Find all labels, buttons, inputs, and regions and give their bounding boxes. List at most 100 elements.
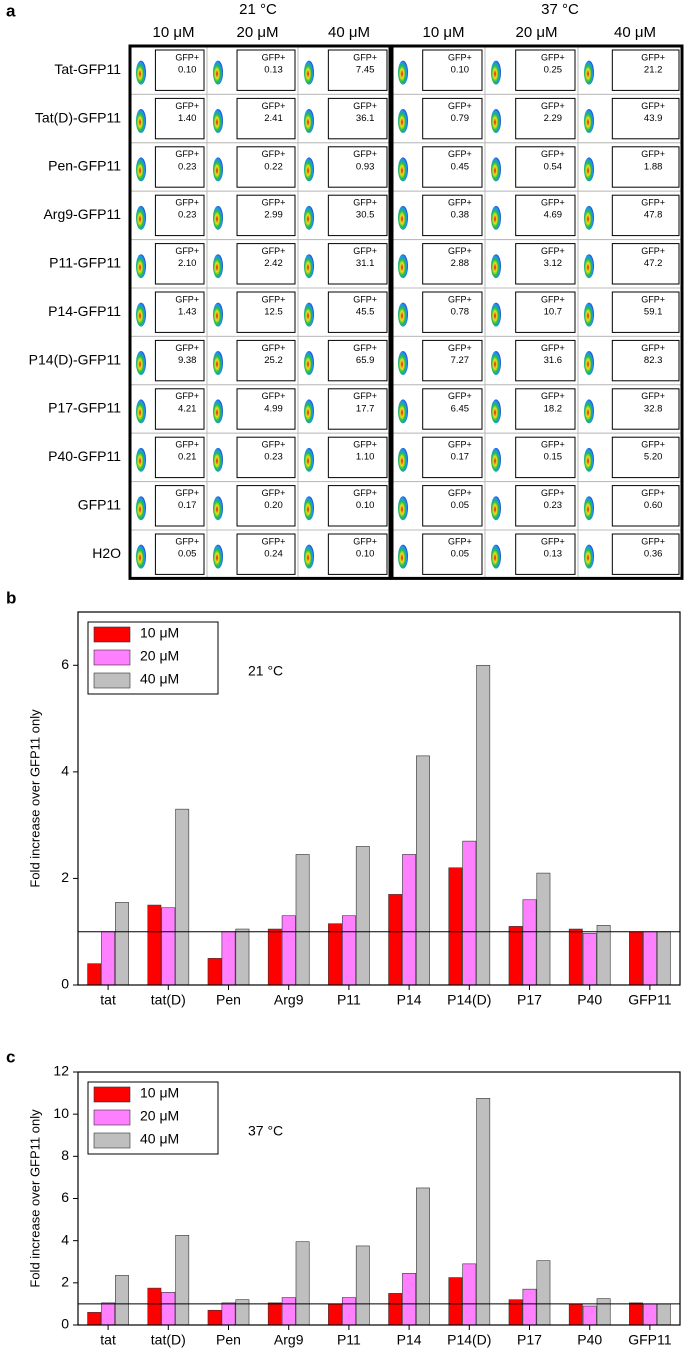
bar <box>416 1187 430 1326</box>
gate <box>327 291 388 333</box>
gate <box>236 243 296 285</box>
cell-density <box>136 157 146 182</box>
bar <box>267 928 282 986</box>
gate <box>154 533 205 575</box>
gate-label: GFP+ <box>541 391 565 401</box>
gate-value: 25.2 <box>264 355 283 366</box>
cell-density <box>304 60 314 85</box>
gate-label: GFP+ <box>175 488 199 498</box>
gate <box>515 388 576 430</box>
cell-density <box>136 544 146 569</box>
cell-density <box>213 60 223 85</box>
cell-density <box>491 109 501 134</box>
gate <box>154 436 205 479</box>
y-tick-label: 0 <box>61 1316 69 1332</box>
cell-density <box>304 544 314 569</box>
x-tick-label: GFP11 <box>628 992 672 1008</box>
gate-value: 0.10 <box>356 549 375 560</box>
gate-value: 4.21 <box>178 403 197 414</box>
cell-density <box>398 496 408 521</box>
x-tick-label: Arg9 <box>274 992 304 1008</box>
cell-density <box>304 496 314 521</box>
y-tick-label: 4 <box>61 763 69 779</box>
bar <box>582 933 597 986</box>
cell <box>577 45 683 95</box>
cell-density <box>213 254 223 279</box>
gate-value: 12.5 <box>264 307 283 318</box>
gate-label: GFP+ <box>541 536 565 546</box>
x-tick-label: P17 <box>517 1332 542 1348</box>
bar <box>175 808 190 986</box>
y-tick-label: 10 <box>53 1105 69 1121</box>
gate-label: GFP+ <box>262 101 286 111</box>
cell <box>206 432 299 483</box>
gate-label: GFP+ <box>641 440 665 450</box>
annotation: 37 °C <box>248 1123 283 1139</box>
bar <box>476 664 491 986</box>
gate-label: GFP+ <box>262 488 286 498</box>
cell-density <box>584 544 594 569</box>
cell-density <box>304 205 314 230</box>
bar <box>656 931 671 986</box>
bar <box>582 1305 597 1326</box>
gate-value: 0.60 <box>644 500 663 511</box>
gate-label: GFP+ <box>262 343 286 353</box>
gate-value: 2.42 <box>264 258 283 269</box>
annotation: 21 °C <box>248 663 283 679</box>
row-label: H2O <box>92 545 121 561</box>
row-label: Arg9-GFP11 <box>43 206 121 222</box>
gate-label: GFP+ <box>353 101 377 111</box>
cell-density <box>491 157 501 182</box>
bar <box>161 907 176 986</box>
gate-value: 10.7 <box>544 307 563 318</box>
gate-label: GFP+ <box>353 391 377 401</box>
bar <box>642 931 657 986</box>
bar <box>629 1302 643 1326</box>
bar <box>656 1303 671 1326</box>
gate <box>327 485 388 527</box>
gate <box>611 339 680 382</box>
gate-value: 1.10 <box>356 452 375 463</box>
gate-value: 0.21 <box>178 452 197 463</box>
gate-label: GFP+ <box>262 440 286 450</box>
y-tick-label: 2 <box>61 1274 69 1290</box>
cell-density <box>304 254 314 279</box>
gate <box>236 485 296 527</box>
gate <box>236 49 296 91</box>
gate <box>327 243 388 285</box>
gate <box>422 436 483 479</box>
bar <box>221 1302 236 1326</box>
cell-density <box>491 60 501 85</box>
cell-density <box>213 205 223 230</box>
x-tick-label: P40 <box>577 992 602 1008</box>
gate-label: GFP+ <box>175 440 199 450</box>
bar <box>536 872 551 986</box>
row-label: P17-GFP11 <box>48 400 121 416</box>
gate-value: 31.1 <box>356 258 375 269</box>
x-tick-label: tat <box>100 1332 116 1348</box>
cell-density <box>398 109 408 134</box>
gate <box>611 291 680 333</box>
gate <box>422 243 483 285</box>
gate <box>515 339 576 382</box>
gate-label: GFP+ <box>448 343 472 353</box>
cell-density <box>398 205 408 230</box>
cell-density <box>213 399 223 424</box>
cell-density <box>398 399 408 424</box>
gate-value: 17.7 <box>356 403 375 414</box>
legend-swatch <box>93 626 131 643</box>
gate-value: 0.78 <box>451 307 470 318</box>
gate-label: GFP+ <box>353 198 377 208</box>
gate-value: 0.23 <box>178 161 197 172</box>
bar <box>341 1297 356 1326</box>
cell-density <box>584 447 594 472</box>
concentration-label: 40 μM <box>614 24 656 41</box>
gate-label: GFP+ <box>353 294 377 304</box>
cell-density <box>398 60 408 85</box>
x-tick-label: P14 <box>397 992 422 1008</box>
cell-density <box>136 302 146 327</box>
gate-label: GFP+ <box>541 294 565 304</box>
gate-label: GFP+ <box>175 294 199 304</box>
gate-value: 5.20 <box>644 452 663 463</box>
